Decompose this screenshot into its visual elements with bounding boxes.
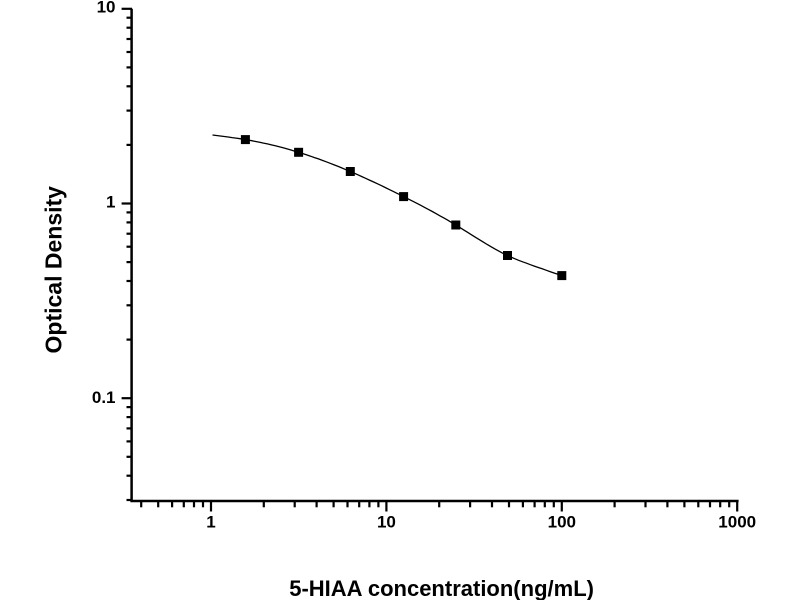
svg-text:Optical Density: Optical Density [41, 186, 67, 354]
svg-text:10: 10 [377, 512, 396, 531]
svg-text:100: 100 [548, 512, 576, 531]
svg-text:1000: 1000 [718, 512, 756, 531]
svg-text:1: 1 [106, 193, 115, 212]
svg-text:5-HIAA concentration(ng/mL): 5-HIAA concentration(ng/mL) [289, 576, 594, 600]
svg-text:0.1: 0.1 [92, 388, 116, 407]
svg-text:1: 1 [206, 512, 215, 531]
svg-text:10: 10 [97, 0, 116, 16]
